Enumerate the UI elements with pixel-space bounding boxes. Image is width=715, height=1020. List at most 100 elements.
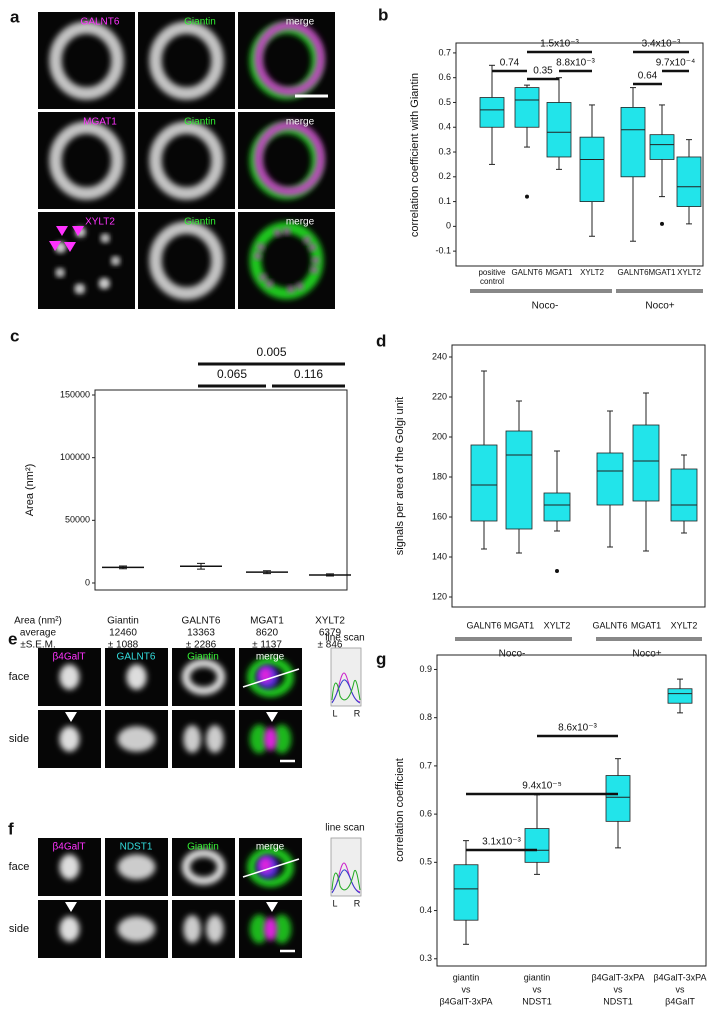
row-label: face (9, 671, 30, 683)
y-tick-label: 0.4 (438, 122, 451, 132)
scan-end: R (354, 898, 361, 908)
line-scan-title: line scan (325, 823, 364, 834)
x-tick-label: XYLT2 (544, 620, 571, 630)
significance-label: 9.7x10⁻⁴ (656, 58, 696, 69)
significance-label: 0.065 (217, 367, 247, 381)
sem-label: ± 2286 (186, 640, 217, 651)
scan-trace (331, 869, 361, 894)
x-tick-label: giantin (524, 972, 551, 982)
x-tick-label: MGAT1 (649, 268, 677, 277)
scan-end: L (332, 898, 337, 908)
x-tick-label: XYLT2 (315, 616, 345, 627)
signal (117, 726, 156, 752)
group-label: Noco- (499, 649, 526, 660)
y-tick-label: 150000 (60, 389, 90, 399)
signal (309, 244, 316, 251)
signal (312, 257, 319, 264)
y-tick-label: 0.7 (419, 760, 432, 770)
sem-bar (119, 565, 127, 570)
y-tick-label: -0.1 (435, 246, 451, 256)
x-tick-label: GALNT6 (617, 268, 649, 277)
y-tick-label: 0.5 (438, 97, 451, 107)
row-header: Area (nm²) (14, 616, 62, 627)
box (596, 452, 624, 506)
x-tick-label: vs (462, 984, 472, 994)
y-tick-label: 0.1 (438, 196, 451, 206)
signal (254, 121, 325, 196)
signal (149, 121, 224, 200)
x-tick-label: XYLT2 (677, 268, 701, 277)
signal (183, 915, 201, 943)
channel-label: merge (286, 117, 315, 128)
x-tick-label: MGAT1 (631, 620, 661, 630)
signal (266, 281, 273, 288)
channel-label: XYLT2 (85, 217, 115, 228)
signal (49, 121, 124, 200)
image-tile (172, 900, 235, 958)
y-tick-label: 0 (446, 221, 451, 231)
sem-label: ± 846 (318, 640, 343, 651)
channel-label: MGAT1 (83, 117, 117, 128)
signal (183, 725, 201, 753)
channel-label: Giantin (187, 842, 219, 853)
y-tick-label: 0.9 (419, 664, 432, 674)
arrowhead (266, 902, 278, 912)
signal (304, 236, 311, 243)
signal (126, 664, 147, 690)
x-tick-label: β4GalT-3xPA (591, 972, 644, 982)
signal (274, 229, 281, 236)
signal (99, 278, 110, 289)
y-tick-label: 180 (432, 471, 447, 481)
y-tick-label: 240 (432, 351, 447, 361)
y-tick-label: 0.6 (438, 72, 451, 82)
row-label: side (9, 733, 29, 745)
micrograph (172, 648, 235, 706)
x-tick-label: Giantin (107, 616, 139, 627)
x-tick-label: MGAT1 (504, 620, 534, 630)
significance-label: 0.74 (500, 58, 520, 69)
panel-letter: f (8, 819, 14, 838)
signal (49, 21, 124, 100)
micrograph (38, 900, 101, 958)
signal (206, 915, 224, 943)
x-tick-label: β4GalT (665, 996, 695, 1006)
y-tick-label: 220 (432, 391, 447, 401)
signal (259, 274, 266, 281)
scan-line (242, 858, 300, 878)
y-tick-label: 160 (432, 511, 447, 521)
signal (59, 916, 80, 942)
y-axis-label: Area (nm²) (24, 464, 36, 517)
micrograph (238, 212, 335, 309)
x-tick-label: GALNT6 (592, 620, 627, 630)
signal (59, 726, 80, 752)
channel-label: Giantin (184, 17, 216, 28)
micrograph (172, 900, 235, 958)
x-tick-label: positive (478, 268, 506, 277)
significance-label: 0.005 (256, 345, 286, 359)
micrograph (38, 212, 135, 309)
panel-letter: c (10, 326, 19, 345)
micrograph (105, 648, 168, 706)
x-tick-label: GALNT6 (511, 268, 543, 277)
channel-label: merge (286, 17, 315, 28)
y-tick-label: 0 (85, 577, 90, 587)
sem-bar (326, 573, 334, 577)
box (667, 688, 693, 704)
micrograph (239, 710, 302, 768)
x-tick-label: NDST1 (522, 996, 552, 1006)
mean-label: 6379 (319, 628, 342, 639)
signal (254, 252, 261, 259)
micrograph (38, 112, 135, 209)
panel-letter: e (8, 629, 17, 648)
signal (76, 285, 83, 292)
y-axis-label: correlation coefficient with Giantin (409, 73, 421, 237)
micrograph (238, 12, 335, 109)
mean-label: 8620 (256, 628, 279, 639)
signal (101, 234, 110, 243)
sem-label: ± 1088 (108, 640, 139, 651)
line-scan-title: line scan (325, 633, 364, 644)
channel-label: β4GalT (53, 652, 86, 663)
channel-label: Giantin (184, 217, 216, 228)
box (543, 492, 571, 522)
box (670, 468, 698, 522)
